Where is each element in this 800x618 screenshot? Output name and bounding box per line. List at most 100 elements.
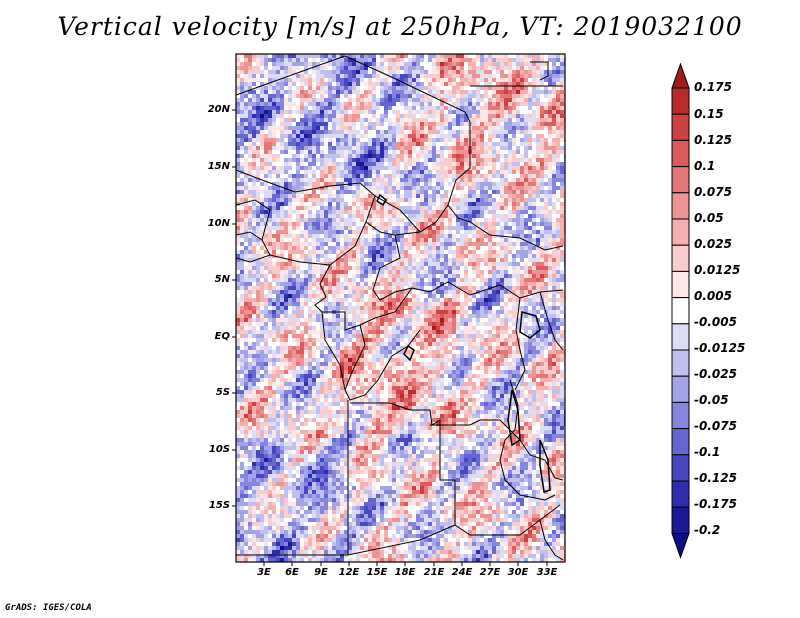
field-cell (512, 270, 517, 275)
field-cell (372, 222, 377, 227)
field-cell (428, 118, 433, 123)
field-cell (436, 58, 441, 63)
field-cell (476, 86, 481, 91)
field-cell (364, 170, 369, 175)
field-cell (308, 154, 313, 159)
field-cell (292, 222, 297, 227)
field-cell (332, 226, 337, 231)
field-cell (512, 262, 517, 267)
field-cell (288, 226, 293, 231)
field-cell (492, 218, 497, 223)
field-cell (500, 114, 505, 119)
field-cell (332, 202, 337, 207)
field-cell (488, 166, 493, 171)
field-cell (240, 214, 245, 219)
field-cell (404, 266, 409, 271)
field-cell (296, 214, 301, 219)
field-cell (560, 182, 565, 187)
field-cell (284, 258, 289, 263)
field-cell (296, 226, 301, 231)
field-cell (476, 206, 481, 211)
field-cell (504, 210, 509, 215)
field-cell (368, 74, 373, 79)
field-cell (324, 118, 329, 123)
field-cell (508, 126, 513, 131)
field-cell (560, 74, 565, 79)
field-cell (448, 158, 453, 163)
field-cell (372, 234, 377, 239)
field-cell (312, 238, 317, 243)
field-cell (236, 142, 241, 147)
field-cell (448, 94, 453, 99)
field-cell (240, 58, 245, 63)
field-cell (500, 290, 505, 295)
field-cell (404, 110, 409, 115)
field-cell (280, 102, 285, 107)
field-cell (260, 54, 265, 59)
field-cell (336, 210, 341, 215)
field-cell (340, 186, 345, 191)
field-cell (560, 178, 565, 183)
field-cell (344, 278, 349, 283)
field-cell (452, 110, 457, 115)
field-cell (352, 254, 357, 259)
field-cell (360, 286, 365, 291)
field-cell (552, 86, 557, 91)
field-cell (356, 206, 361, 211)
field-cell (356, 290, 361, 295)
field-cell (308, 226, 313, 231)
field-cell (248, 238, 253, 243)
field-cell (248, 254, 253, 259)
field-cell (316, 198, 321, 203)
field-cell (240, 190, 245, 195)
field-cell (444, 246, 449, 251)
field-cell (320, 194, 325, 199)
field-cell (376, 138, 381, 143)
field-cell (552, 218, 557, 223)
field-cell (240, 114, 245, 119)
field-cell (332, 206, 337, 211)
field-cell (484, 146, 489, 151)
field-cell (464, 74, 469, 79)
field-cell (276, 106, 281, 111)
field-cell (448, 142, 453, 147)
field-cell (276, 286, 281, 291)
field-cell (376, 54, 381, 59)
field-cell (380, 262, 385, 267)
field-cell (332, 290, 337, 295)
field-cell (260, 258, 265, 263)
field-cell (540, 62, 545, 67)
field-cell (528, 286, 533, 291)
field-cell (544, 206, 549, 211)
field-cell (528, 234, 533, 239)
field-cell (328, 122, 333, 127)
field-cell (288, 70, 293, 75)
field-cell (544, 214, 549, 219)
field-cell (352, 270, 357, 275)
field-cell (516, 270, 521, 275)
field-cell (464, 190, 469, 195)
field-cell (316, 78, 321, 83)
field-cell (560, 186, 565, 191)
field-cell (484, 190, 489, 195)
field-cell (460, 102, 465, 107)
field-cell (328, 62, 333, 67)
field-cell (340, 174, 345, 179)
field-cell (340, 78, 345, 83)
field-cell (352, 130, 357, 135)
field-cell (484, 154, 489, 159)
field-cell (296, 258, 301, 263)
field-cell (496, 266, 501, 271)
field-cell (532, 58, 537, 63)
field-cell (284, 78, 289, 83)
field-cell (304, 130, 309, 135)
field-cell (524, 146, 529, 151)
field-cell (304, 290, 309, 295)
field-cell (352, 274, 357, 279)
field-cell (308, 126, 313, 131)
field-cell (396, 62, 401, 67)
field-cell (504, 262, 509, 267)
field-cell (420, 122, 425, 127)
field-cell (560, 190, 565, 195)
field-cell (536, 78, 541, 83)
